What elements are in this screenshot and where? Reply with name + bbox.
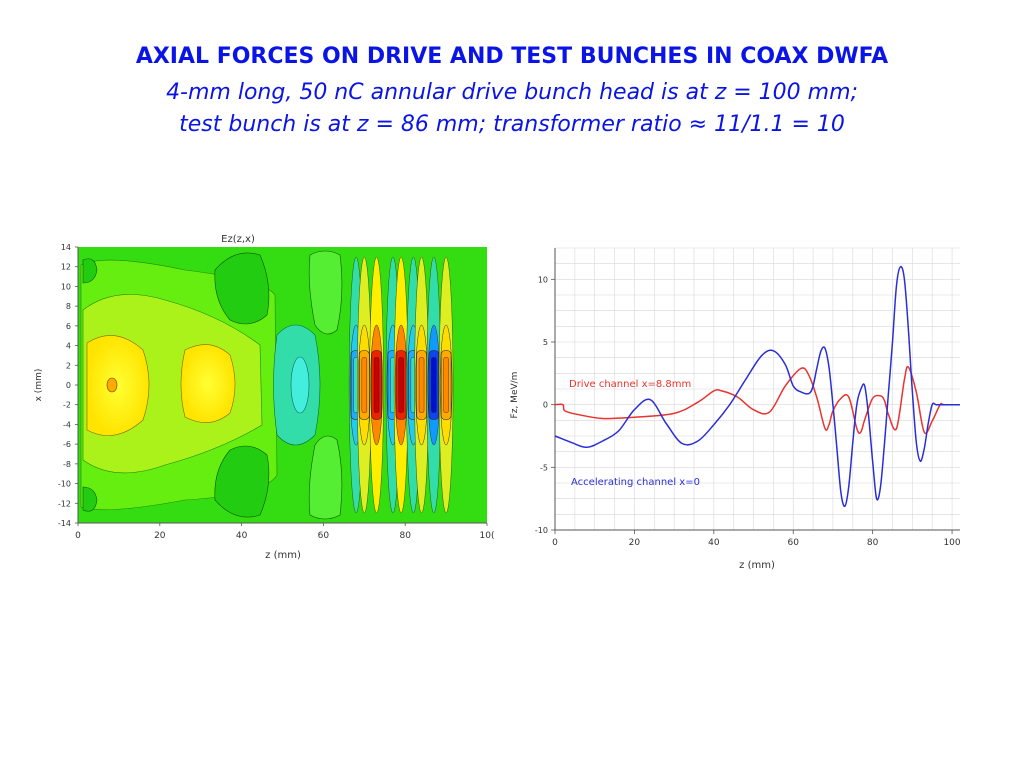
region-yellow-left-2 [180, 344, 236, 423]
region-green-bottom-2 [308, 435, 343, 520]
line-xtick-label: 80 [867, 538, 879, 548]
heatmap-ytick-label: -2 [63, 401, 71, 410]
region-green-top-2 [308, 250, 343, 335]
heatmap-xtick-label: 80 [399, 531, 411, 541]
line-axes: 10 5 0 -5 -10 0 20 40 60 80 100 [535, 248, 961, 548]
heatmap-xlabel: z (mm) [265, 550, 301, 561]
heatmap-xtick-label: 60 [318, 531, 330, 541]
line-series [554, 265, 960, 508]
line-ylabel: Fz, MeV/m [510, 372, 520, 419]
band-center-6 [418, 357, 425, 413]
heatmap-xtick-label: 20 [154, 531, 166, 541]
heatmap-bands [348, 256, 454, 514]
heatmap-ytick-label: -12 [58, 499, 71, 508]
heatmap-ytick-label: 0 [66, 381, 71, 390]
region-green-bottom-1 [214, 445, 270, 518]
heatmap-title: Ez(z,x) [221, 234, 255, 245]
heatmap-ytick-label: 14 [61, 243, 71, 252]
slide-subtitle-line-2: test bunch is at z = 86 mm; transformer … [179, 112, 845, 137]
heatmap-ytick-label: 2 [66, 361, 71, 370]
heatmap-plot-area [78, 247, 487, 523]
heatmap-xtick-label: 0 [75, 531, 81, 541]
band-center-8 [443, 357, 449, 413]
line-ytick-label: 10 [538, 275, 548, 284]
band-center-4 [398, 357, 404, 413]
series-line-1 [554, 265, 960, 508]
fz-line-chart: 10 5 0 -5 -10 0 20 40 60 80 100 Drive channel x=8.… [510, 247, 961, 570]
line-xtick-label: 40 [708, 538, 720, 548]
band-center-1 [361, 357, 367, 413]
line-xtick-label: 100 [943, 538, 960, 548]
region-green-top-1 [214, 252, 270, 325]
line-xtick-label: 20 [629, 538, 641, 548]
heatmap-ytick-label: 8 [66, 302, 71, 311]
heatmap-ytick-label: 6 [66, 322, 71, 331]
heatmap-ylabel: x (mm) [34, 369, 44, 402]
heatmap-ytick-label: -8 [63, 460, 71, 469]
heatmap-ytick-label: 4 [66, 342, 71, 351]
line-xtick-label: 0 [552, 538, 558, 548]
slide-title: AXIAL FORCES ON DRIVE AND TEST BUNCHES I… [135, 44, 889, 69]
region-orange-dot [106, 377, 118, 393]
region-green-bottom-edge [82, 486, 98, 512]
heatmap-xtick-label: 40 [236, 531, 248, 541]
heatmap-ytick-label: 10 [61, 282, 71, 291]
line-ytick-label: 5 [543, 338, 548, 347]
heatmap-ytick-label: -14 [58, 519, 71, 528]
line-ytick-label: -5 [540, 463, 548, 472]
band-center-2 [373, 357, 380, 413]
region-cyan-mid [290, 356, 310, 414]
legend-accelerating-channel: Accelerating channel x=0 [571, 477, 700, 488]
line-xlabel: z (mm) [739, 560, 775, 570]
series-line-0 [554, 365, 960, 435]
band-center-7 [431, 357, 437, 413]
heatmap-ytick-label: -6 [63, 440, 71, 449]
heatmap-ytick-label: 12 [61, 263, 71, 272]
legend-drive-channel: Drive channel x=8.8mm [569, 379, 691, 390]
line-ytick-label: 0 [543, 401, 548, 410]
heatmap-xtick-label: 10( [480, 531, 495, 541]
region-green-top-edge [82, 258, 98, 284]
slide-subtitle-line-1: 4-mm long, 50 nC annular drive bunch hea… [166, 80, 858, 105]
region-yellow-left-1 [86, 335, 150, 436]
line-ytick-label: -10 [535, 526, 548, 535]
heatmap-ytick-label: -4 [63, 420, 71, 429]
heatmap-ytick-label: -10 [58, 480, 71, 489]
line-xtick-label: 60 [788, 538, 800, 548]
